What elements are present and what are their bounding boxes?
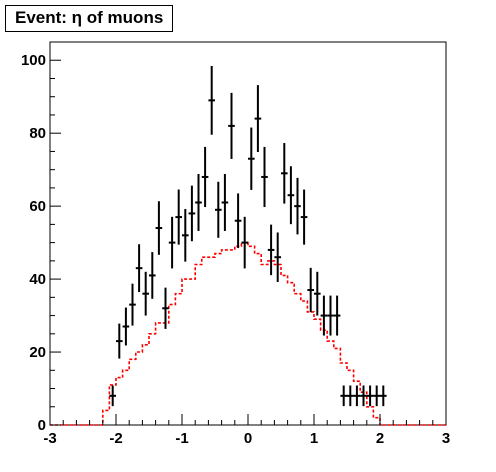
data-point [274,232,281,282]
data-point [188,185,196,242]
data-point [340,385,347,407]
sim-step-line [50,241,446,426]
data-point [135,244,143,293]
data-point [195,174,202,231]
x-tick-label: 3 [442,430,450,447]
data-point [175,189,182,245]
data-point [307,267,314,313]
y-tick-label: 40 [29,271,46,288]
y-tick-label: 100 [21,52,46,69]
chart-title: Event: η of muons [5,5,174,32]
data-point [347,385,354,407]
data-point [320,295,328,336]
data-point [353,385,361,407]
axes: -3 -2 -1 0 1 2 3 0 20 40 60 80 100 [21,41,450,447]
data-point [142,271,149,316]
plot-frame [49,41,447,426]
data-point [373,385,380,407]
data-point [182,209,189,262]
data-point [366,385,374,407]
data-point [241,216,248,269]
data-point [261,146,268,208]
data-point [201,146,209,208]
data-point [300,189,308,245]
data-point [360,385,367,407]
x-tick-label: -3 [43,430,56,447]
y-tick-label: 80 [29,125,46,142]
data-point [254,85,262,153]
x-tick-label: 1 [310,430,318,447]
x-tick-label: -1 [175,430,188,447]
data-point [149,252,156,299]
data-point [109,385,116,407]
data-point [314,271,321,316]
data-points [109,65,387,407]
data-point [294,177,301,235]
data-point [234,193,242,249]
x-tick-label: -2 [109,430,122,447]
data-point [208,65,215,135]
data-point [221,174,229,231]
data-point [162,287,169,329]
y-tick-label: 0 [38,417,46,434]
y-tick-label: 20 [29,344,46,361]
data-point [122,307,130,346]
data-point [228,92,235,159]
data-point [281,143,288,204]
data-point [155,201,163,255]
data-point [248,127,255,190]
data-point [267,224,275,276]
data-point [287,166,295,225]
data-point [327,295,334,336]
y-tick-label: 60 [29,198,46,215]
data-point [380,385,387,407]
data-point [215,181,222,238]
data-point [168,216,176,269]
x-tick-label: 0 [244,430,252,447]
data-point [333,295,341,336]
x-tick-label: 2 [376,430,384,447]
data-point [116,323,123,359]
simulation-histogram [50,241,446,426]
data-point [129,283,136,326]
